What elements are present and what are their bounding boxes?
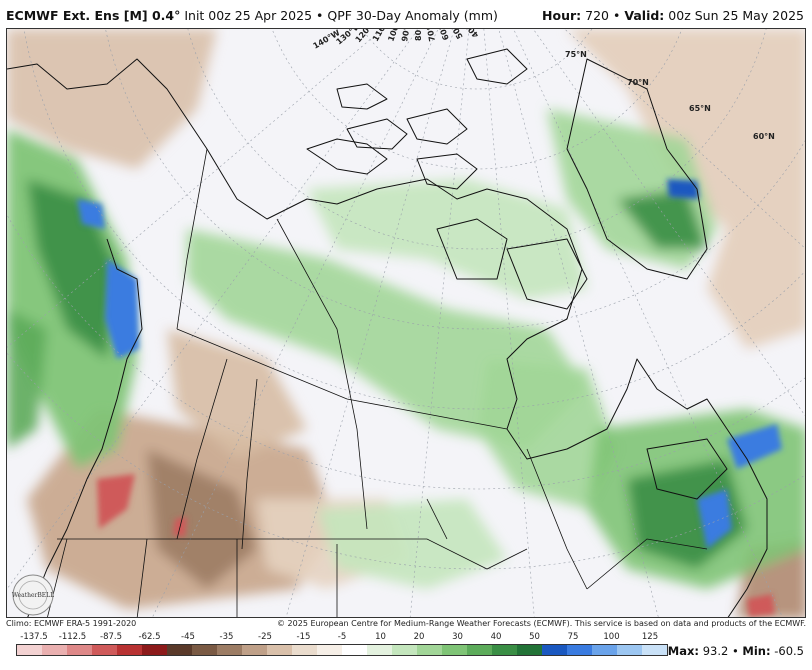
colorbar-segment	[67, 645, 92, 655]
valid-label: Valid:	[624, 8, 665, 23]
colorbar-segment	[17, 645, 42, 655]
model-name: ECMWF Ext. Ens [M] 0.4°	[6, 8, 181, 23]
colorbar-tick-label: 100	[603, 632, 620, 642]
colorbar-segment	[167, 645, 192, 655]
colorbar-segment	[267, 645, 292, 655]
colorbar-segment	[117, 645, 142, 655]
anomaly-map: 140°W 130°W 120°W 110°W 100°W 90°W 80°W …	[7, 29, 805, 617]
weatherbell-logo: WeatherBELL	[12, 574, 54, 616]
colorbar-tick-label: -5	[337, 632, 347, 642]
lon-label-70w: 70°W	[424, 29, 437, 42]
colorbar-segment	[192, 645, 217, 655]
lat-label-75n: 75°N	[565, 50, 587, 59]
lat-label-65n: 65°N	[689, 104, 711, 113]
max-value: 93.2	[702, 644, 729, 658]
credits: Climo: ECMWF ERA-5 1991-2020 © 2025 Euro…	[6, 618, 806, 630]
valid-value: 00z Sun 25 May 2025	[668, 8, 804, 23]
colorbar-tick-label: 75	[567, 632, 579, 642]
political-borders	[47, 148, 708, 617]
max-label: Max:	[667, 644, 700, 658]
colorbar-tick-label: -87.5	[100, 632, 122, 642]
colorbar-tick-label: 20	[413, 632, 425, 642]
colorbar-segment	[417, 645, 442, 655]
colorbar-tick-label: -62.5	[138, 632, 161, 642]
colorbar-segment	[517, 645, 542, 655]
colorbar-tick-label: 125	[641, 632, 659, 642]
colorbar-labels: -137.5 -112.5 -87.5 -62.5 -45 -35 -25 -15 -5 10 20…	[16, 632, 668, 644]
title: ECMWF Ext. Ens [M] 0.4° Init 00z 25 Apr …	[6, 8, 498, 23]
colorbar-segment	[492, 645, 517, 655]
colorbar-tick-label: -15	[296, 632, 311, 642]
lon-label-80w: 80°W	[414, 29, 423, 41]
colorbar-segment	[642, 645, 667, 655]
colorbar-segment	[142, 645, 167, 655]
colorbar-tick-label: -112.5	[58, 632, 87, 642]
bullet-separator: •	[613, 8, 621, 23]
colorbar-tick-label: 40	[490, 632, 502, 642]
lat-label-70n: 70°N	[627, 78, 649, 87]
lon-label-40w: 40°W	[458, 29, 480, 39]
colorbar-tick-label: 50	[529, 632, 540, 642]
colorbar-segment	[242, 645, 267, 655]
max-min-stats: Max: 93.2 • Min: -60.5	[668, 644, 804, 658]
hour-value: 720	[585, 8, 610, 23]
lat-label-60n: 60°N	[753, 132, 775, 141]
bullet-separator: •	[316, 8, 324, 23]
colorbar-segment	[92, 645, 117, 655]
product-name: QPF 30-Day Anomaly (mm)	[327, 8, 498, 23]
valid-info: Hour: 720 • Valid: 00z Sun 25 May 2025	[542, 8, 804, 23]
colorbar	[16, 644, 668, 656]
colorbar-segment	[342, 645, 367, 655]
colorbar-tick-label: -137.5	[20, 632, 48, 642]
hour-label: Hour:	[542, 8, 582, 23]
colorbar-tick-label: -25	[258, 632, 272, 642]
map-panel: 140°W 130°W 120°W 110°W 100°W 90°W 80°W …	[6, 28, 806, 618]
latitude-labels: 75°N 70°N 65°N 60°N	[565, 50, 775, 141]
min-label: Min:	[742, 644, 771, 658]
colorbar-segment	[392, 645, 417, 655]
colorbar-segment	[42, 645, 67, 655]
colorbar-tick-label: 10	[375, 632, 386, 642]
colorbar-segment	[617, 645, 642, 655]
stats-separator: •	[731, 644, 739, 658]
colorbar-segment	[217, 645, 242, 655]
min-value: -60.5	[774, 644, 804, 658]
colorbar-tick-label: -35	[219, 632, 234, 642]
init-time: Init 00z 25 Apr 2025	[184, 8, 313, 23]
colorbar-segment	[542, 645, 567, 655]
colorbar-segment	[442, 645, 467, 655]
colorbar-segment	[367, 645, 392, 655]
colorbar-segment	[292, 645, 317, 655]
colorbar-segment	[467, 645, 492, 655]
colorbar-tick-label: 30	[452, 632, 463, 642]
colorbar-segment	[567, 645, 592, 655]
colorbar-tick-label: -45	[181, 632, 195, 642]
svg-text:WeatherBELL: WeatherBELL	[12, 592, 54, 599]
ecmwf-credit: © 2025 European Centre for Medium-Range …	[277, 619, 806, 628]
header: ECMWF Ext. Ens [M] 0.4° Init 00z 25 Apr …	[0, 0, 812, 28]
colorbar-segment	[592, 645, 617, 655]
climo-credit: Climo: ECMWF ERA-5 1991-2020	[6, 619, 137, 628]
lon-label-50w: 50°W	[445, 29, 465, 40]
colorbar-segment	[317, 645, 342, 655]
